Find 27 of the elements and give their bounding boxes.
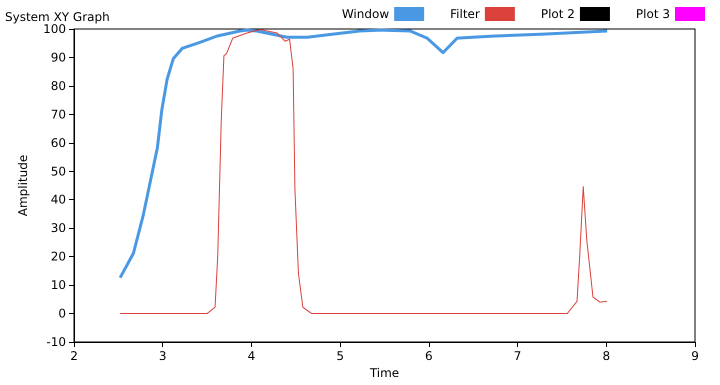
legend-label: Plot 3 [636,7,670,21]
x-tick-label: 6 [425,349,433,363]
y-tick-label: 0 [58,306,66,321]
legend-label: Window [342,7,390,21]
x-tick-label: 4 [248,349,256,363]
x-tick-label: 3 [158,349,167,363]
y-tick-label: 90 [50,50,66,64]
y-tick-label: 80 [50,78,66,93]
x-tick-label: 7 [514,349,522,363]
y-tick-label: -10 [46,335,66,349]
x-axis-title: Time [368,366,400,380]
y-axis-title: Amplitude [16,154,30,216]
x-tick-label: 9 [691,349,699,363]
legend-label: Filter [450,7,480,21]
x-tick-label: 8 [602,349,610,363]
y-tick-label: 60 [50,136,66,150]
y-tick-label: 10 [50,278,66,292]
y-tick-label: 30 [50,221,66,236]
x-tick-label: 2 [70,349,78,363]
chart-title: System XY Graph [5,10,110,24]
y-tick-label: 70 [50,107,66,122]
legend-label: Plot 2 [540,7,575,21]
x-tick-label: 5 [336,349,344,363]
y-tick-label: 50 [50,164,66,178]
y-tick-label: 100 [43,22,66,36]
y-tick-label: 20 [50,250,66,264]
y-tick-label: 40 [50,192,66,207]
